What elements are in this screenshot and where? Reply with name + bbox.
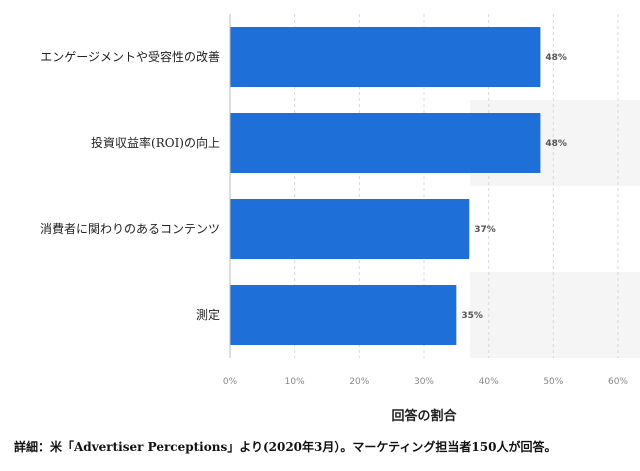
bar (230, 27, 541, 87)
value-labels: 48% 48% 37% 35% (461, 53, 567, 321)
data-label: 48% (545, 139, 567, 149)
source-footnote: 詳細：米「Advertiser Perceptions」より(2020年3月）。… (14, 440, 557, 454)
category-label: 消費者に関わりのあるコンテンツ (40, 221, 220, 236)
category-label: エンゲージメントや受容性の改善 (40, 49, 220, 64)
x-tick-label: 40% (479, 377, 499, 387)
bar (230, 113, 541, 173)
x-axis-title: 回答の割合 (391, 408, 457, 424)
bars (230, 27, 541, 345)
x-tick-label: 10% (285, 377, 305, 387)
category-label: 投資収益率(ROI)の向上 (91, 135, 220, 150)
category-label: 測定 (196, 307, 220, 322)
data-label: 48% (545, 53, 567, 63)
x-tick-label: 30% (414, 377, 434, 387)
row-band (470, 272, 640, 358)
data-label: 35% (461, 311, 483, 321)
x-tick-label: 50% (543, 377, 563, 387)
data-label: 37% (474, 225, 496, 235)
bar-chart: エンゲージメントや受容性の改善投資収益率(ROI)の向上消費者に関わりのあるコン… (39, 14, 640, 424)
x-tick-label: 20% (349, 377, 369, 387)
bar (230, 199, 470, 259)
x-tick-label: 0% (223, 377, 238, 387)
category-labels: エンゲージメントや受容性の改善投資収益率(ROI)の向上消費者に関わりのあるコン… (40, 49, 220, 322)
x-tick-labels: 0% 10% 20% 30% 40% 50% 60% (223, 377, 629, 387)
bar (230, 285, 457, 345)
x-tick-label: 60% (608, 377, 628, 387)
